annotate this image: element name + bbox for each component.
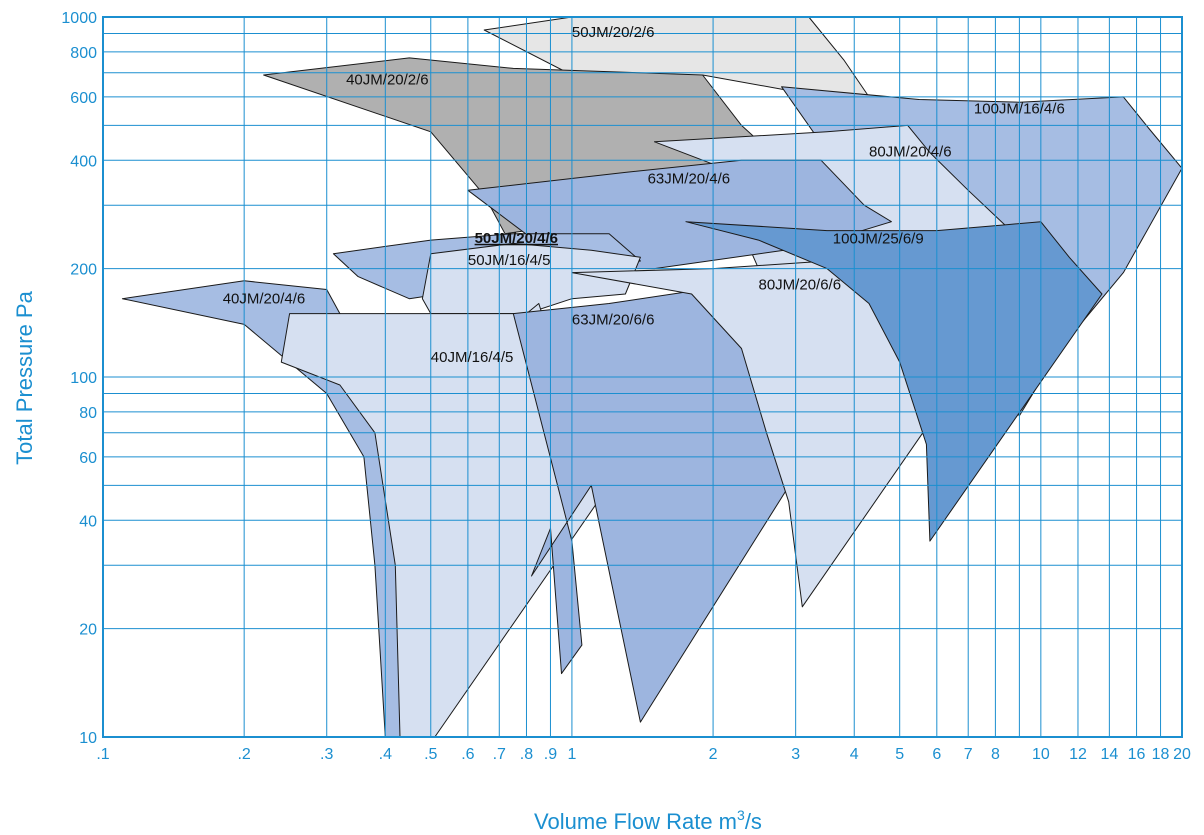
x-tick-label: .5	[424, 746, 437, 763]
x-tick-label: 7	[964, 746, 973, 763]
region-label-100jm-25-6-9: 100JM/25/6/9	[833, 230, 924, 247]
x-tick-label: 6	[932, 746, 941, 763]
y-tick-label: 200	[70, 262, 97, 279]
y-tick-label: 400	[70, 153, 97, 170]
region-label-40jm-20-2-6: 40JM/20/2/6	[346, 71, 429, 88]
x-tick-label: .7	[493, 746, 506, 763]
x-axis-title-sup: 3	[737, 807, 745, 823]
region-label-40jm-20-4-6: 40JM/20/4/6	[223, 291, 306, 308]
y-tick-label: 10	[79, 730, 97, 747]
region-label-50jm-20-4-6: 50JM/20/4/6	[475, 230, 558, 247]
region-label-40jm-16-4-5: 40JM/16/4/5	[431, 349, 514, 366]
x-tick-label: .2	[237, 746, 250, 763]
x-axis-title-main: Volume Flow Rate m	[534, 809, 737, 834]
y-tick-label: 1000	[61, 10, 97, 27]
region-50jm-16-4-5-6	[421, 242, 641, 315]
x-tick-label: 1	[567, 746, 576, 763]
x-tick-label: 10	[1032, 746, 1050, 763]
x-tick-label: .3	[320, 746, 333, 763]
x-tick-label: .8	[520, 746, 533, 763]
region-label-63jm-20-6-6: 63JM/20/6/6	[572, 311, 655, 328]
region-label-63jm-20-4-6: 63JM/20/4/6	[648, 170, 731, 187]
tick-labels-layer: .1.2.3.4.5.6.7.8.9 1 2 3 4 5 6 7 8 10 12 14 16 18 2010…	[61, 10, 1191, 763]
region-labels-layer: 50JM/20/2/6 40JM/20/2/6 100JM/16/4/6 80JM/2…	[223, 24, 1065, 366]
y-tick-label: 40	[79, 513, 97, 530]
region-label-100jm-16-4-6: 100JM/16/4/6	[974, 100, 1065, 117]
x-tick-label: 16	[1128, 746, 1146, 763]
x-tick-label: 14	[1100, 746, 1118, 763]
y-tick-label: 100	[70, 370, 97, 387]
y-tick-label: 60	[79, 450, 97, 467]
region-label-50jm-20-2-6: 50JM/20/2/6	[572, 24, 655, 41]
region-label-80jm-20-6-6: 80JM/20/6/6	[759, 277, 842, 294]
x-tick-label: 5	[895, 746, 904, 763]
plot-frame	[102, 16, 1183, 738]
x-axis-title: Volume Flow Rate m3/s	[534, 807, 762, 834]
x-tick-label: 4	[850, 746, 859, 763]
y-axis-title: Total Pressure Pa	[12, 290, 37, 464]
y-tick-label: 800	[70, 45, 97, 62]
x-tick-label: 8	[991, 746, 1000, 763]
y-tick-label: 80	[79, 405, 97, 422]
region-100jm-25-6-9-11	[685, 221, 1103, 542]
x-tick-label: 20	[1173, 746, 1191, 763]
x-axis-title-suffix: /s	[745, 809, 762, 834]
grid-layer	[102, 16, 1183, 738]
x-tick-label: .4	[379, 746, 392, 763]
x-tick-label: .6	[461, 746, 474, 763]
x-tick-label: .9	[544, 746, 557, 763]
x-tick-label: .1	[96, 746, 109, 763]
y-tick-label: 20	[79, 622, 97, 639]
x-tick-label: 18	[1152, 746, 1170, 763]
region-label-80jm-20-4-6: 80JM/20/4/6	[869, 143, 952, 160]
region-label-50jm-16-4-5: 50JM/16/4/5	[468, 252, 551, 269]
x-tick-label: 2	[709, 746, 718, 763]
y-tick-label: 600	[70, 90, 97, 107]
x-tick-label: 3	[791, 746, 800, 763]
x-tick-label: 12	[1069, 746, 1087, 763]
